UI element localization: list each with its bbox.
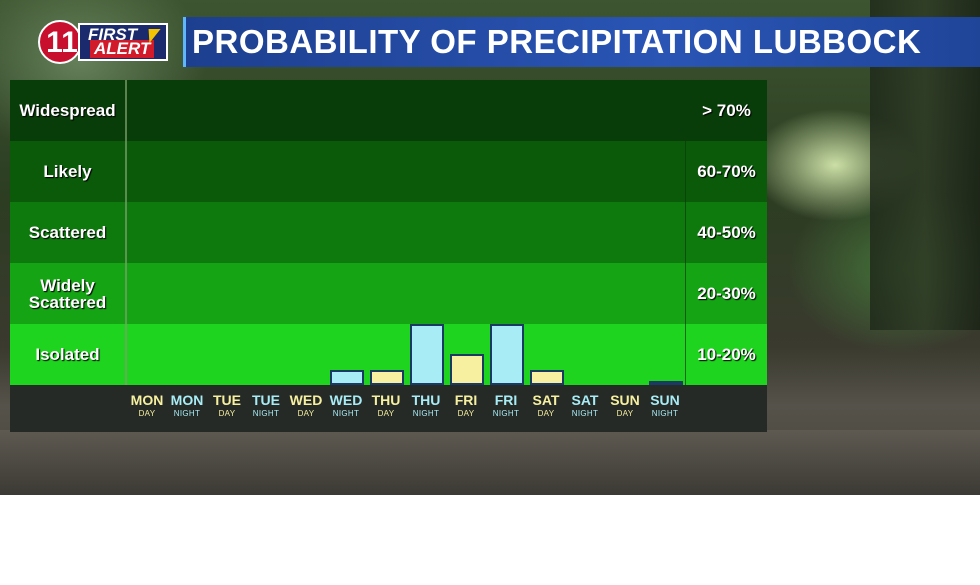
bar-fri-day (450, 354, 484, 385)
bar-wed-night (330, 370, 364, 385)
tick-mon-day: MON DAY (127, 385, 167, 419)
tick-day: FRI (494, 392, 518, 408)
tick-period: DAY (616, 409, 634, 418)
first-alert-logo: 11 FIRST ALERT (38, 20, 168, 66)
bar-thu-day (370, 370, 404, 385)
tick-day: THU (371, 392, 401, 408)
band-likely: Likely 60-70% (10, 141, 767, 202)
tick-day: FRI (454, 392, 478, 408)
tick-period: NIGHT (571, 409, 599, 418)
band-range: > 70% (702, 100, 751, 120)
tick-day: TUE (252, 392, 280, 408)
first-alert-box: FIRST ALERT (78, 23, 168, 61)
x-axis-row (10, 385, 767, 432)
tick-tue-day: TUE DAY (207, 385, 247, 419)
tick-day: THU (411, 392, 441, 408)
tick-period: NIGHT (412, 409, 440, 418)
band-widely-scattered: Widely Scattered 20-30% (10, 263, 767, 324)
tick-wed-night: WED NIGHT (326, 385, 366, 419)
band-label: Widespread (19, 101, 116, 120)
title-banner: PROBABILITY OF PRECIPITATION LUBBOCK (183, 17, 980, 67)
band-label: Widely Scattered (28, 275, 107, 312)
tick-sun-day: SUN DAY (605, 385, 645, 419)
tick-period: DAY (457, 409, 475, 418)
band-label: Likely (43, 162, 92, 181)
tick-sat-night: SAT NIGHT (565, 385, 605, 419)
tick-fri-night: FRI NIGHT (486, 385, 526, 419)
wet-ground (0, 430, 980, 495)
tick-sun-night: SUN NIGHT (645, 385, 685, 419)
tick-wed-day: WED DAY (286, 385, 326, 419)
tick-day: WED (289, 392, 323, 408)
band-range: 60-70% (697, 161, 756, 181)
band-range: 20-30% (697, 283, 756, 303)
tick-sat-day: SAT DAY (526, 385, 566, 419)
tick-period: NIGHT (492, 409, 520, 418)
logo-first-text: FIRST (88, 25, 138, 44)
right-divider (685, 80, 686, 432)
tick-thu-night: THU NIGHT (406, 385, 446, 419)
channel-11-badge: 11 (38, 20, 82, 64)
tick-period: NIGHT (173, 409, 201, 418)
tick-mon-night: MON NIGHT (167, 385, 207, 419)
tick-tue-night: TUE NIGHT (246, 385, 286, 419)
tick-period: DAY (537, 409, 555, 418)
lightning-bolt-icon (143, 29, 161, 43)
pop-chart: Widespread > 70% Likely 60-70% Scattered 40-5… (10, 80, 767, 432)
tick-thu-day: THU DAY (366, 385, 406, 419)
tick-period: NIGHT (252, 409, 280, 418)
tick-day: MON (170, 392, 204, 408)
tick-day: SAT (532, 392, 560, 408)
tick-period: DAY (297, 409, 315, 418)
band-range: 40-50% (697, 222, 756, 242)
bar-sun-night (649, 381, 683, 385)
tick-day: SUN (650, 392, 680, 408)
bar-area (127, 80, 685, 385)
logo-number: 11 (46, 26, 78, 59)
tick-period: DAY (377, 409, 395, 418)
tick-period: NIGHT (651, 409, 679, 418)
band-label: Isolated (35, 345, 100, 364)
tick-day: TUE (213, 392, 241, 408)
tick-day: MON (130, 392, 164, 408)
band-range: 10-20% (697, 344, 756, 364)
tick-fri-day: FRI DAY (446, 385, 486, 419)
tick-period: NIGHT (332, 409, 360, 418)
logo-alert-text: ALERT (90, 40, 155, 58)
band-widespread: Widespread > 70% (10, 80, 767, 141)
bar-sat-day (530, 370, 564, 385)
chart-title: PROBABILITY OF PRECIPITATION LUBBOCK (192, 23, 922, 60)
left-divider (125, 80, 127, 432)
band-scattered: Scattered 40-50% (10, 202, 767, 263)
bar-fri-night (490, 324, 524, 385)
band-label: Scattered (28, 223, 107, 242)
tick-day: SUN (610, 392, 640, 408)
tick-period: DAY (138, 409, 156, 418)
bar-thu-night (410, 324, 444, 385)
tick-day: WED (329, 392, 363, 408)
tick-day: SAT (571, 392, 599, 408)
tick-period: DAY (218, 409, 236, 418)
